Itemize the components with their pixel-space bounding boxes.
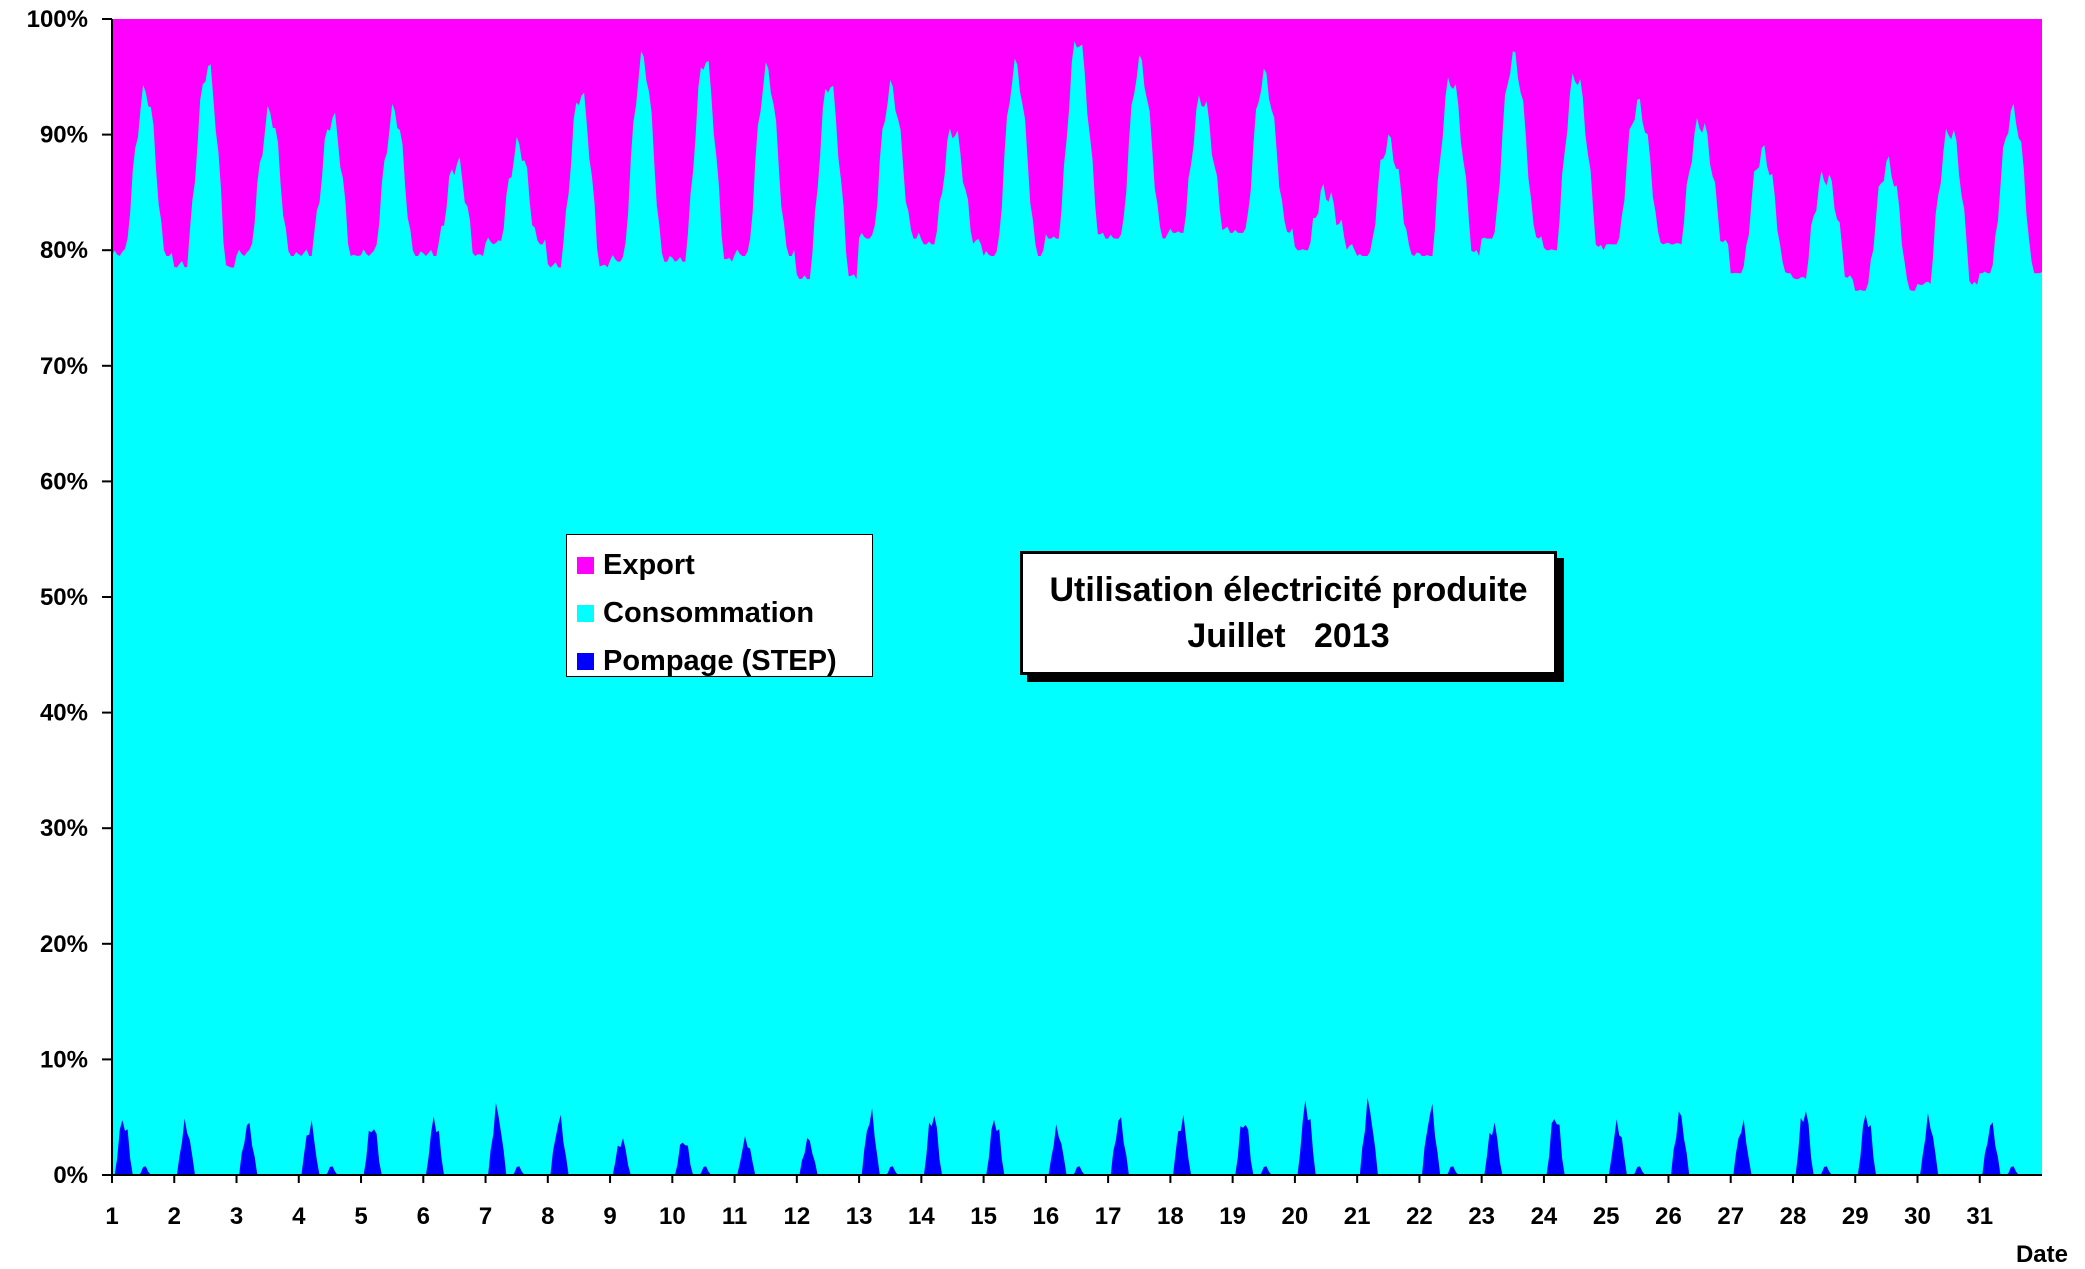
x-tick-label: 10 bbox=[659, 1203, 686, 1230]
x-tick-label: 12 bbox=[783, 1203, 810, 1230]
y-tick-label: 40% bbox=[40, 700, 88, 727]
legend: Export Consommation Pompage (STEP) bbox=[566, 534, 873, 677]
legend-label: Consommation bbox=[603, 596, 815, 629]
chart-title-box: Utilisation électricité produite Juillet… bbox=[1020, 551, 1557, 675]
legend-swatch-pompage bbox=[577, 652, 594, 670]
x-axis: 1 2 3 4 5 6 7 8 9 10 11 12 13 14 15 16 17 18 19 20 21 22 23 24 2… bbox=[105, 1175, 1993, 1230]
x-tick-label: 30 bbox=[1904, 1203, 1931, 1230]
y-tick-label: 30% bbox=[40, 815, 88, 842]
x-tick-label: 25 bbox=[1593, 1203, 1620, 1230]
x-tick-label: 4 bbox=[292, 1203, 306, 1230]
legend-item-pompage: Pompage (STEP) bbox=[567, 637, 872, 685]
x-tick-label: 14 bbox=[908, 1203, 935, 1230]
x-tick-label: 21 bbox=[1344, 1203, 1371, 1230]
legend-item-consommation: Consommation bbox=[567, 589, 872, 637]
y-tick-label: 50% bbox=[40, 584, 88, 611]
y-axis: 0% 10% 20% 30% 40% 50% 60% 70% 80% 90% 100% bbox=[27, 6, 112, 1189]
x-tick-label: 27 bbox=[1717, 1203, 1744, 1230]
x-tick-label: 28 bbox=[1780, 1203, 1807, 1230]
x-tick-label: 29 bbox=[1842, 1203, 1869, 1230]
chart-subtitle: Juillet 2013 bbox=[1187, 617, 1390, 655]
x-tick-label: 19 bbox=[1219, 1203, 1246, 1230]
legend-swatch-export bbox=[577, 556, 594, 574]
x-tick-label: 31 bbox=[1966, 1203, 1993, 1230]
x-tick-label: 18 bbox=[1157, 1203, 1184, 1230]
x-tick-label: 17 bbox=[1095, 1203, 1122, 1230]
x-tick-label: 24 bbox=[1531, 1203, 1558, 1230]
x-tick-label: 2 bbox=[168, 1203, 181, 1230]
x-tick-label: 1 bbox=[105, 1203, 118, 1230]
x-tick-label: 5 bbox=[354, 1203, 367, 1230]
chart-title: Utilisation électricité produite bbox=[1049, 571, 1528, 609]
y-tick-label: 60% bbox=[40, 468, 88, 495]
x-tick-label: 9 bbox=[603, 1203, 616, 1230]
x-tick-label: 23 bbox=[1468, 1203, 1495, 1230]
x-tick-label: 20 bbox=[1282, 1203, 1309, 1230]
y-tick-label: 10% bbox=[40, 1046, 88, 1073]
x-tick-label: 7 bbox=[479, 1203, 492, 1230]
x-tick-label: 6 bbox=[417, 1203, 430, 1230]
x-tick-label: 15 bbox=[970, 1203, 997, 1230]
y-tick-label: 70% bbox=[40, 353, 88, 380]
x-tick-label: 3 bbox=[230, 1203, 243, 1230]
legend-item-export: Export bbox=[567, 541, 872, 589]
series-pompage-area bbox=[112, 1097, 2042, 1175]
x-tick-label: 8 bbox=[541, 1203, 554, 1230]
x-tick-label: 26 bbox=[1655, 1203, 1682, 1230]
legend-label: Pompage (STEP) bbox=[603, 644, 837, 677]
y-tick-label: 100% bbox=[27, 6, 88, 33]
legend-label: Export bbox=[603, 548, 695, 581]
x-tick-label: 11 bbox=[722, 1203, 747, 1230]
y-tick-label: 0% bbox=[53, 1162, 88, 1189]
x-tick-label: 22 bbox=[1406, 1203, 1433, 1230]
x-axis-title: Date bbox=[2016, 1241, 2068, 1268]
legend-swatch-consommation bbox=[577, 604, 594, 622]
y-tick-label: 90% bbox=[40, 122, 88, 149]
y-tick-label: 20% bbox=[40, 931, 88, 958]
x-tick-label: 16 bbox=[1033, 1203, 1060, 1230]
y-tick-label: 80% bbox=[40, 237, 88, 264]
x-tick-label: 13 bbox=[846, 1203, 873, 1230]
